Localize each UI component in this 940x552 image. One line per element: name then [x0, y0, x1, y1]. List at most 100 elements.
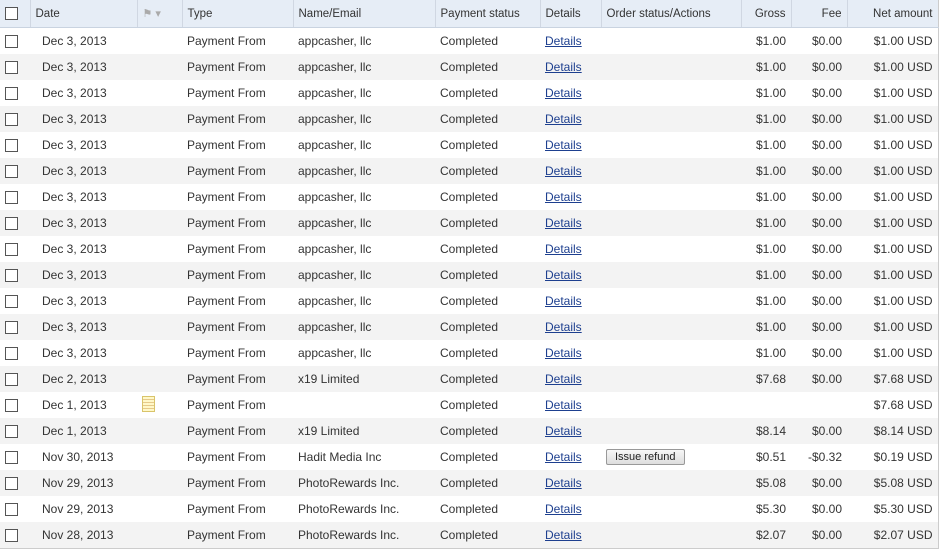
note-icon[interactable]	[142, 395, 155, 412]
details-link[interactable]: Details	[545, 372, 582, 386]
status-cell: Completed	[440, 242, 499, 256]
row-checkbox[interactable]	[5, 529, 18, 543]
row-checkbox[interactable]	[5, 243, 18, 257]
row-checkbox[interactable]	[5, 425, 18, 439]
row-checkbox[interactable]	[5, 113, 18, 127]
type-cell: Payment From	[182, 210, 293, 236]
fee-cell: $0.00	[791, 210, 847, 236]
net-cell: $1.00 USD	[873, 34, 933, 48]
gross-cell: $5.08	[741, 470, 791, 496]
table-row[interactable]: Nov 29, 2013 Payment From PhotoRewards I…	[0, 496, 938, 522]
row-checkbox[interactable]	[5, 269, 18, 283]
table-row[interactable]: Dec 3, 2013 Payment From appcasher, llc …	[0, 28, 938, 55]
fee-cell: $0.00	[811, 242, 842, 256]
table-row[interactable]: Dec 3, 2013 Payment From appcasher, llc …	[0, 106, 938, 132]
row-checkbox[interactable]	[5, 87, 18, 101]
gross-cell: $1.00	[755, 294, 786, 308]
table-row[interactable]: Nov 30, 2013 Payment From Hadit Media In…	[0, 444, 938, 470]
row-checkbox[interactable]	[5, 295, 18, 309]
table-row[interactable]: Dec 3, 2013 Payment From appcasher, llc …	[0, 288, 938, 314]
table-row[interactable]: Dec 1, 2013 Payment From x19 Limited Com…	[0, 418, 938, 444]
name-cell: appcasher, llc	[298, 294, 372, 308]
table-row[interactable]: Dec 3, 2013 Payment From appcasher, llc …	[0, 158, 938, 184]
details-link[interactable]: Details	[545, 60, 582, 74]
table-row[interactable]: Dec 3, 2013 Payment From appcasher, llc …	[0, 262, 938, 288]
details-link[interactable]: Details	[545, 164, 582, 178]
table-row[interactable]: Dec 3, 2013 Payment From appcasher, llc …	[0, 80, 938, 106]
details-link[interactable]: Details	[545, 424, 582, 438]
table-row[interactable]: Dec 3, 2013 Payment From appcasher, llc …	[0, 132, 938, 158]
row-checkbox[interactable]	[5, 35, 18, 49]
table-row[interactable]: Dec 2, 2013 Payment From x19 Limited Com…	[0, 366, 938, 392]
fee-cell: $0.00	[791, 314, 847, 340]
type-cell: Payment From	[187, 502, 266, 516]
date-cell: Dec 1, 2013	[30, 418, 137, 444]
details-link[interactable]: Details	[545, 294, 582, 308]
row-checkbox[interactable]	[5, 503, 18, 517]
date-cell: Dec 1, 2013	[42, 398, 107, 412]
details-link[interactable]: Details	[545, 450, 582, 464]
flag-icon[interactable]: ⚑ ▾	[142, 8, 161, 20]
col-flag[interactable]: ⚑ ▾	[136, 0, 182, 28]
row-checkbox[interactable]	[5, 477, 18, 491]
col-fee[interactable]: Fee	[790, 0, 847, 28]
details-link[interactable]: Details	[545, 242, 582, 256]
table-row[interactable]: Dec 3, 2013 Payment From appcasher, llc …	[0, 184, 938, 210]
table-row[interactable]: Dec 3, 2013 Payment From appcasher, llc …	[0, 54, 938, 80]
table-row[interactable]: Dec 3, 2013 Payment From appcasher, llc …	[0, 314, 938, 340]
row-checkbox[interactable]	[5, 165, 18, 179]
details-link[interactable]: Details	[545, 320, 582, 334]
details-link[interactable]: Details	[545, 398, 582, 412]
table-row[interactable]: Nov 28, 2013 Payment From PhotoRewards I…	[0, 522, 938, 549]
name-cell: appcasher, llc	[298, 138, 372, 152]
net-cell: $1.00 USD	[847, 106, 938, 132]
details-link[interactable]: Details	[545, 34, 582, 48]
row-checkbox[interactable]	[5, 451, 18, 465]
details-link[interactable]: Details	[545, 190, 582, 204]
details-link[interactable]: Details	[545, 502, 582, 516]
row-checkbox[interactable]	[5, 217, 18, 231]
details-link[interactable]: Details	[545, 268, 582, 282]
type-cell: Payment From	[182, 470, 293, 496]
net-cell: $1.00 USD	[873, 294, 933, 308]
details-link[interactable]: Details	[545, 216, 582, 230]
details-link[interactable]: Details	[545, 476, 582, 490]
details-link[interactable]: Details	[545, 528, 582, 542]
row-checkbox[interactable]	[5, 373, 18, 387]
row-checkbox[interactable]	[5, 347, 18, 361]
col-name[interactable]: Name/Email	[292, 0, 435, 28]
col-date[interactable]: Date	[29, 0, 137, 28]
name-cell: appcasher, llc	[293, 106, 435, 132]
col-net[interactable]: Net amount	[846, 0, 938, 28]
gross-cell: $1.00	[755, 34, 786, 48]
type-cell: Payment From	[187, 294, 266, 308]
row-checkbox[interactable]	[5, 61, 18, 75]
col-gross[interactable]: Gross	[740, 0, 791, 28]
table-row[interactable]: Dec 3, 2013 Payment From appcasher, llc …	[0, 236, 938, 262]
row-checkbox[interactable]	[5, 399, 18, 413]
name-cell: appcasher, llc	[293, 158, 435, 184]
net-cell: $1.00 USD	[847, 158, 938, 184]
details-link[interactable]: Details	[545, 346, 582, 360]
issue-refund-button[interactable]: Issue refund	[606, 449, 685, 465]
date-cell: Nov 29, 2013	[42, 502, 114, 516]
row-checkbox[interactable]	[5, 139, 18, 153]
select-all-checkbox[interactable]	[5, 7, 18, 20]
row-checkbox[interactable]	[5, 191, 18, 205]
table-row[interactable]: Dec 3, 2013 Payment From appcasher, llc …	[0, 340, 938, 366]
status-cell: Completed	[440, 294, 499, 308]
details-link[interactable]: Details	[545, 138, 582, 152]
row-checkbox[interactable]	[5, 321, 18, 335]
table-row[interactable]: Dec 1, 2013 Payment From Completed Detai…	[0, 392, 938, 418]
status-cell: Completed	[440, 86, 499, 100]
table-row[interactable]: Nov 29, 2013 Payment From PhotoRewards I…	[0, 470, 938, 496]
name-cell: appcasher, llc	[293, 54, 435, 80]
gross-cell: $1.00	[741, 158, 791, 184]
col-status[interactable]: Payment status	[434, 0, 540, 28]
gross-cell: $1.00	[741, 262, 791, 288]
details-link[interactable]: Details	[545, 86, 582, 100]
date-cell: Nov 29, 2013	[30, 470, 137, 496]
col-type[interactable]: Type	[181, 0, 293, 28]
table-row[interactable]: Dec 3, 2013 Payment From appcasher, llc …	[0, 210, 938, 236]
details-link[interactable]: Details	[545, 112, 582, 126]
